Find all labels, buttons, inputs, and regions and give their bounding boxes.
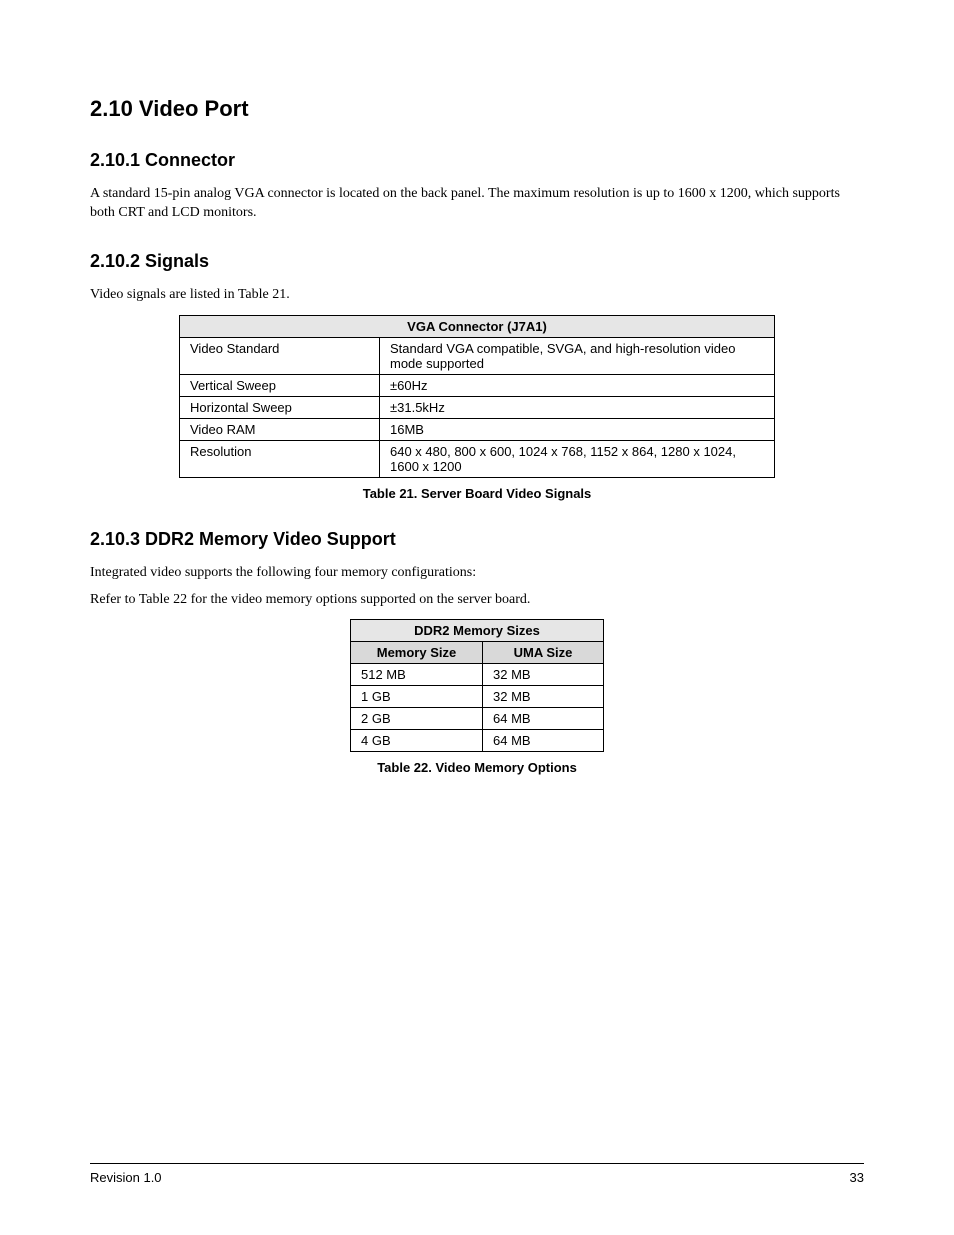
table-cell: Video RAM: [180, 418, 380, 440]
table-cell: 4 GB: [351, 730, 483, 752]
table-cell: 512 MB: [351, 664, 483, 686]
page-content: 2.10 Video Port 2.10.1 Connector A stand…: [90, 96, 864, 775]
para-connector-body: A standard 15-pin analog VGA connector i…: [90, 185, 864, 223]
table-cell: 2 GB: [351, 708, 483, 730]
footer-left: Revision 1.0: [90, 1170, 162, 1185]
footer-right: 33: [850, 1170, 864, 1185]
table-cell: Horizontal Sweep: [180, 396, 380, 418]
table-vga-connector: VGA Connector (J7A1) Video Standard Stan…: [179, 315, 775, 478]
table-cell: 1 GB: [351, 686, 483, 708]
table-cell: 16MB: [380, 418, 775, 440]
table-cell: 64 MB: [483, 730, 604, 752]
table-cell: 32 MB: [483, 686, 604, 708]
table2-title: DDR2 Memory Sizes: [351, 620, 604, 642]
table2-col1: UMA Size: [483, 642, 604, 664]
table-cell: Video Standard: [180, 337, 380, 374]
para-ddr2-p2: Refer to Table 22 for the video memory o…: [90, 591, 864, 610]
para-ddr2-p1: Integrated video supports the following …: [90, 564, 864, 583]
table2-caption: Table 22. Video Memory Options: [90, 760, 864, 775]
table-cell: Standard VGA compatible, SVGA, and high-…: [380, 337, 775, 374]
table-cell: ±31.5kHz: [380, 396, 775, 418]
page-footer: Revision 1.0 33: [90, 1163, 864, 1185]
table-cell: ±60Hz: [380, 374, 775, 396]
table-cell: 640 x 480, 800 x 600, 1024 x 768, 1152 x…: [380, 440, 775, 477]
table-cell: Resolution: [180, 440, 380, 477]
heading-video-port: 2.10 Video Port: [90, 96, 864, 122]
table-ddr2-memory: DDR2 Memory Sizes Memory Size UMA Size 5…: [350, 619, 604, 752]
table1-caption: Table 21. Server Board Video Signals: [90, 486, 864, 501]
table2-col0: Memory Size: [351, 642, 483, 664]
heading-signals: 2.10.2 Signals: [90, 251, 864, 272]
table1-title: VGA Connector (J7A1): [180, 315, 775, 337]
heading-ddr2-support: 2.10.3 DDR2 Memory Video Support: [90, 529, 864, 550]
table-cell: 32 MB: [483, 664, 604, 686]
table-cell: 64 MB: [483, 708, 604, 730]
table-cell: Vertical Sweep: [180, 374, 380, 396]
para-signals-body: Video signals are listed in Table 21.: [90, 286, 864, 305]
heading-connector: 2.10.1 Connector: [90, 150, 864, 171]
